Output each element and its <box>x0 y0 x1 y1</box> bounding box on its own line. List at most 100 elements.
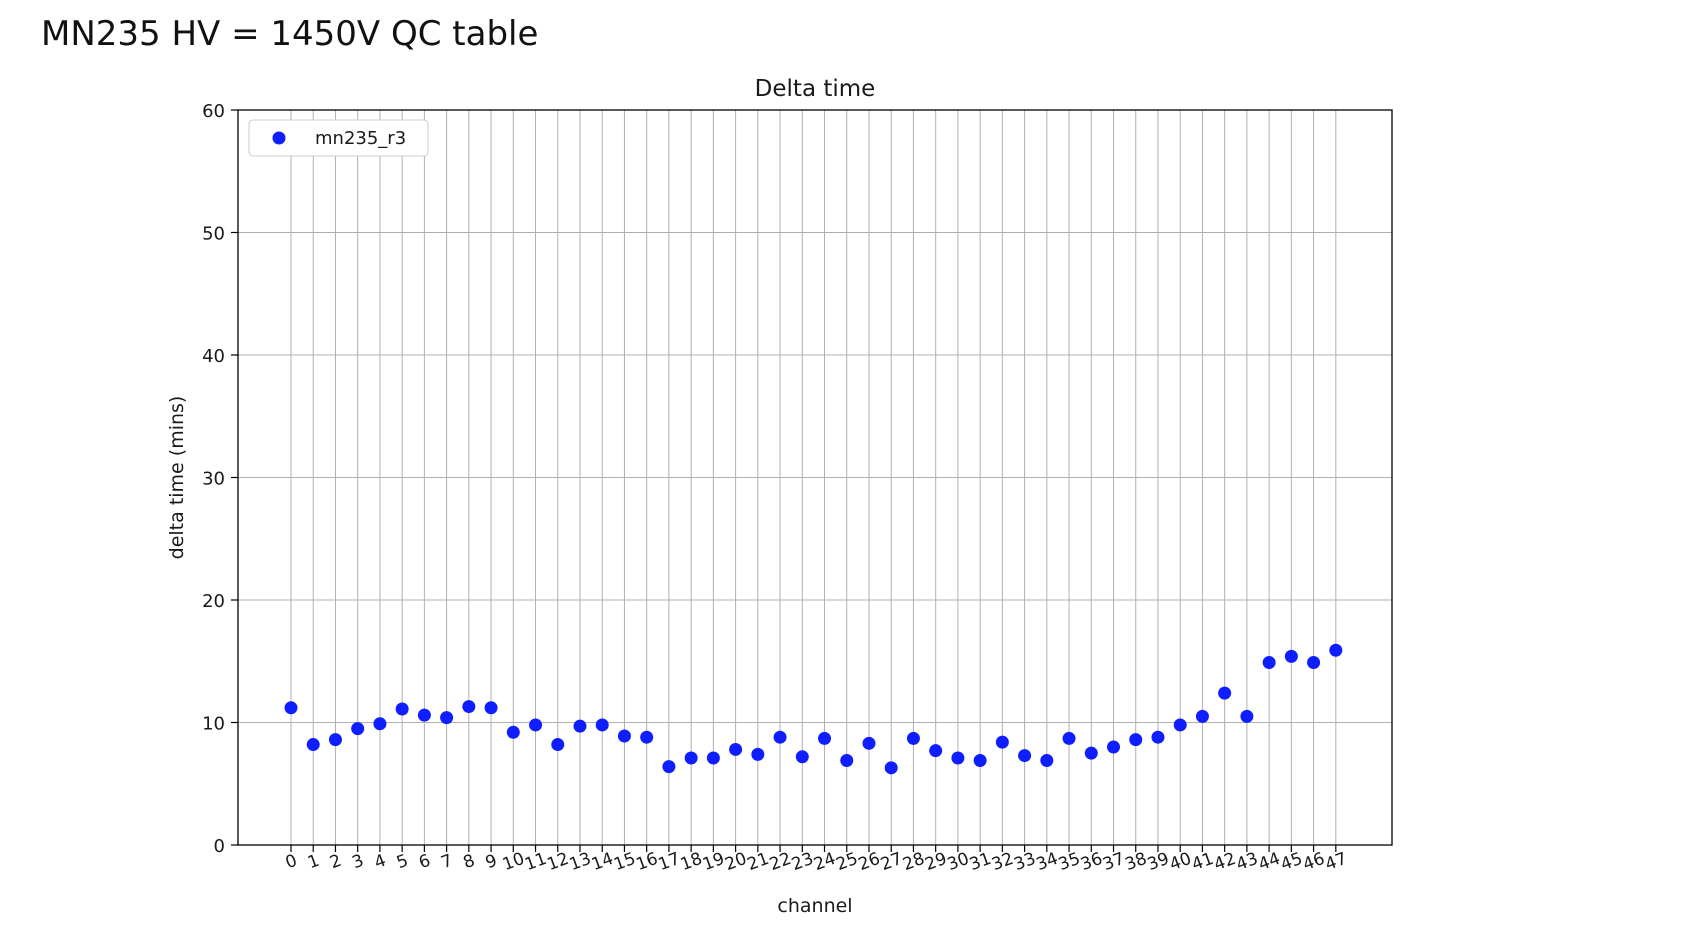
data-point <box>1284 649 1298 663</box>
x-tick-label: 0 <box>283 851 300 873</box>
data-point <box>773 730 787 744</box>
x-tick-label: 28 <box>900 849 927 875</box>
data-point <box>995 735 1009 749</box>
x-tick-label: 15 <box>611 849 638 875</box>
y-tick-label: 30 <box>202 469 225 490</box>
data-point <box>284 701 298 715</box>
data-point <box>1107 740 1121 754</box>
legend-marker <box>272 131 286 145</box>
data-point <box>1329 643 1343 657</box>
x-tick-label: 8 <box>461 851 478 873</box>
data-point <box>551 738 565 752</box>
data-point <box>951 751 965 765</box>
y-tick-label: 10 <box>202 714 225 735</box>
data-point <box>573 719 587 733</box>
legend-label: mn235_r3 <box>315 128 406 149</box>
x-tick-label: 1 <box>305 851 322 873</box>
x-tick-label: 34 <box>1034 849 1061 875</box>
data-point <box>351 722 365 736</box>
x-tick-label: 38 <box>1122 849 1149 875</box>
data-point <box>1173 718 1187 732</box>
x-tick-label: 41 <box>1189 849 1216 875</box>
x-tick-label: 9 <box>483 851 500 873</box>
x-tick-label: 22 <box>767 849 794 875</box>
data-point <box>1218 686 1232 700</box>
data-point <box>751 747 765 761</box>
x-tick-label: 39 <box>1145 849 1172 875</box>
x-tick-label: 4 <box>372 851 389 873</box>
y-tick-label: 60 <box>202 101 225 122</box>
x-tick-label: 12 <box>545 849 572 875</box>
x-tick-label: 11 <box>522 849 549 875</box>
x-tick-label: 36 <box>1078 849 1105 875</box>
y-tick-label: 20 <box>202 591 225 612</box>
x-tick-label: 13 <box>567 849 594 875</box>
x-tick-label: 16 <box>633 849 660 875</box>
x-tick-label: 30 <box>945 849 972 875</box>
x-tick-label: 2 <box>327 851 344 873</box>
data-point <box>929 744 943 758</box>
y-tick-label: 50 <box>202 224 225 245</box>
data-point <box>1307 655 1321 669</box>
x-tick-label: 33 <box>1011 849 1038 875</box>
y-axis: 0 10 20 30 40 50 60 <box>202 101 238 857</box>
y-tick-label: 40 <box>202 346 225 367</box>
x-tick-label: 26 <box>856 849 883 875</box>
y-axis-label: delta time (mins) <box>166 396 188 560</box>
data-point <box>640 730 654 744</box>
x-tick-label: 7 <box>438 851 455 873</box>
page-title: MN235 HV = 1450V QC table <box>41 14 539 54</box>
x-tick-label: 6 <box>416 851 433 873</box>
x-tick-label: 20 <box>722 849 749 875</box>
x-tick-label: 3 <box>350 851 367 873</box>
data-point <box>1018 749 1032 763</box>
data-point <box>1151 730 1165 744</box>
data-point <box>795 750 809 764</box>
x-tick-label: 21 <box>745 849 772 875</box>
data-point <box>328 733 342 747</box>
data-point <box>1129 733 1143 747</box>
x-tick-label: 5 <box>394 851 411 873</box>
x-tick-label: 47 <box>1323 849 1350 875</box>
grid <box>238 109 1392 846</box>
x-tick-label: 46 <box>1300 849 1327 875</box>
x-axis: 0 1 2 3 4 5 6 7 8 9 101112131415161718192021222324… <box>283 845 1350 875</box>
x-tick-label: 44 <box>1256 849 1283 875</box>
x-tick-label: 23 <box>789 849 816 875</box>
data-point <box>1084 746 1098 760</box>
data-point <box>906 731 920 745</box>
data-point <box>1040 753 1054 767</box>
chart-title: Delta time <box>755 76 876 102</box>
data-point <box>484 701 498 715</box>
data-point <box>729 742 743 756</box>
legend: mn235_r3 <box>248 119 429 157</box>
x-tick-label: 45 <box>1278 849 1305 875</box>
legend-box <box>248 119 429 157</box>
data-point <box>973 753 987 767</box>
y-tick-label: 0 <box>214 836 225 857</box>
x-tick-label: 10 <box>500 849 527 875</box>
data-point <box>373 717 387 731</box>
data-point <box>395 702 409 716</box>
data-point <box>840 753 854 767</box>
x-axis-label: channel <box>777 895 852 917</box>
data-point <box>1240 709 1254 723</box>
data-point <box>440 711 454 725</box>
x-tick-label: 14 <box>589 849 616 875</box>
x-tick-label: 25 <box>834 849 861 875</box>
x-tick-label: 29 <box>922 849 949 875</box>
data-point <box>529 718 543 732</box>
data-point <box>1062 731 1076 745</box>
x-tick-label: 40 <box>1167 849 1194 875</box>
data-point <box>1262 655 1276 669</box>
x-tick-label: 37 <box>1100 849 1127 875</box>
x-tick-label: 35 <box>1056 849 1083 875</box>
data-point <box>617 729 631 743</box>
data-point <box>595 718 609 732</box>
x-tick-label: 42 <box>1211 849 1238 875</box>
data-point <box>662 760 676 774</box>
data-point <box>1195 709 1209 723</box>
x-tick-label: 17 <box>656 849 683 875</box>
x-tick-label: 27 <box>878 849 905 875</box>
